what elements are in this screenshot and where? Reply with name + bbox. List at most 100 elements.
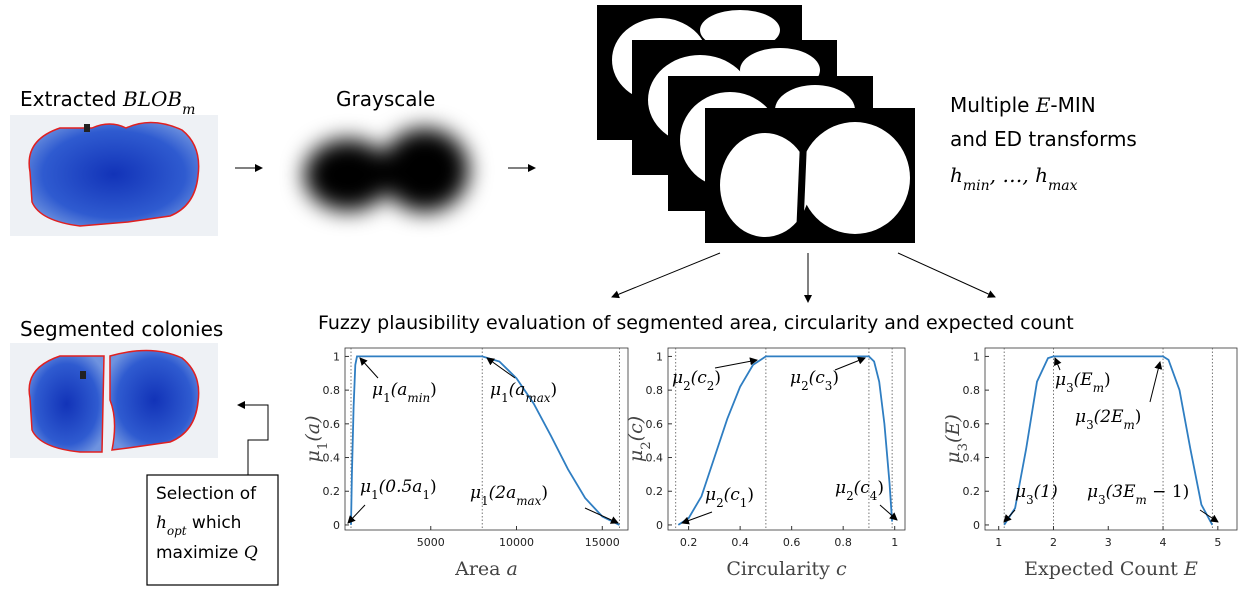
x-axis-label: Expected Count E [1024,558,1198,580]
binary-stack [597,5,915,243]
text-part: (c [724,485,741,505]
text-part: μ [705,485,716,505]
x-tick-label: 3 [1105,536,1112,549]
text-part: max [516,494,541,508]
x-tick-label: 2 [1050,536,1057,549]
text-part: which [187,513,242,533]
text-part: μ [790,368,801,388]
y-tick-label: 0.2 [963,485,981,498]
transforms-label: and ED transforms [950,127,1137,151]
y-tick-label: 0.8 [963,384,981,397]
text-part: μ [302,450,324,462]
text-part: Multiple [950,93,1036,117]
x-tick-label: 10000 [499,536,534,549]
text-part: μ [942,451,964,463]
text-part: ) [832,368,839,388]
text-part: (a [509,380,526,400]
x-tick-label: 1 [891,536,898,549]
text-part: (2a [489,483,517,503]
text-part: Circularity [726,558,836,580]
y-tick-label: 0.2 [323,485,341,498]
text-part: 2 [801,379,809,393]
text-part: 3 [1026,493,1034,507]
text-part: E [1183,558,1198,580]
extracted-label: Extracted BLOBm [20,87,195,118]
text-part: (E) [942,414,964,443]
y-tick-label: 0.8 [646,384,664,397]
text-part: opt [167,524,187,538]
text-part: Area [454,558,506,580]
grayscale-image [290,115,490,235]
text-part: 1 [316,442,331,450]
text-part: ) [1135,407,1142,427]
text-part: 3 [1086,418,1094,432]
text-part: (a) [302,416,324,442]
text-part: ) [541,483,548,503]
text-part: 4 [870,489,878,503]
text-part: μ [1075,407,1086,427]
text-part: ) [551,380,558,400]
text-part: Fuzzy plausibility evaluation of segment… [318,312,1074,334]
text-part: 2 [707,379,715,393]
text-part: min [407,391,430,405]
text-part: Grayscale [336,87,435,111]
text-part: 1 [501,391,509,405]
text-part: μ [625,450,647,462]
text-part: E [1035,93,1051,117]
text-part: max [1048,178,1078,194]
text-part: (c [691,368,708,388]
text-part: m [1124,418,1135,432]
text-part: μ [470,483,481,503]
text-part: 1 [740,496,748,510]
y-tick-label: 0 [973,519,980,532]
flow-arrow [238,405,268,475]
text-part: (1) [1034,482,1058,502]
text-part: 1 [371,488,379,502]
y-tick-label: 0.4 [963,452,981,465]
text-part: maximize [156,543,244,563]
text-part: ) [430,477,437,497]
text-part: 2 [639,441,654,449]
text-part: μ [1087,482,1098,502]
text-part: Selection of [156,484,257,504]
text-part: μ [490,380,501,400]
text-part: ) [877,478,884,498]
text-part: BLOB [122,87,182,111]
text-part: h [156,513,167,533]
text-part: 2 [716,496,724,510]
x-tick-label: 0.4 [731,536,749,549]
text-part: ) [430,380,437,400]
transforms-label: hmin, …, hmax [950,163,1078,194]
selection-text: Selection of [156,484,257,504]
text-part: 3 [825,379,833,393]
x-axis-label: Circularity c [726,558,847,580]
text-part: μ [835,478,846,498]
text-part: (3E [1106,482,1136,502]
x-axis-label: Area a [454,558,518,580]
selection-text: maximize Q [156,543,258,563]
x-tick-label: 5 [1214,536,1221,549]
x-tick-label: 1 [995,536,1002,549]
y-tick-label: 1 [656,350,663,363]
y-tick-label: 0.4 [323,452,341,465]
text-part: m [1093,381,1104,395]
y-tick-label: 0.6 [646,418,664,431]
segmented-image [10,343,218,458]
text-part: m [1136,493,1147,507]
text-part: -MIN [1050,93,1095,117]
text-part: m [182,102,195,118]
y-tick-label: 0.4 [646,452,664,465]
y-tick-label: 0 [333,519,340,532]
text-part: h [950,163,963,187]
text-part: Q [244,543,258,563]
x-tick-label: 4 [1160,536,1167,549]
text-part: c [836,558,847,580]
text-part: (c [809,368,826,388]
transforms-label: Multiple E-MIN [950,93,1096,117]
x-tick-label: 15000 [585,536,620,549]
text-part: max [525,391,550,405]
text-part: 1 [383,391,391,405]
y-tick-label: 0 [656,519,663,532]
diagram: Extracted BLOBm Grayscale Multiple E-MIN… [0,0,1244,589]
text-part: 1 [422,488,430,502]
